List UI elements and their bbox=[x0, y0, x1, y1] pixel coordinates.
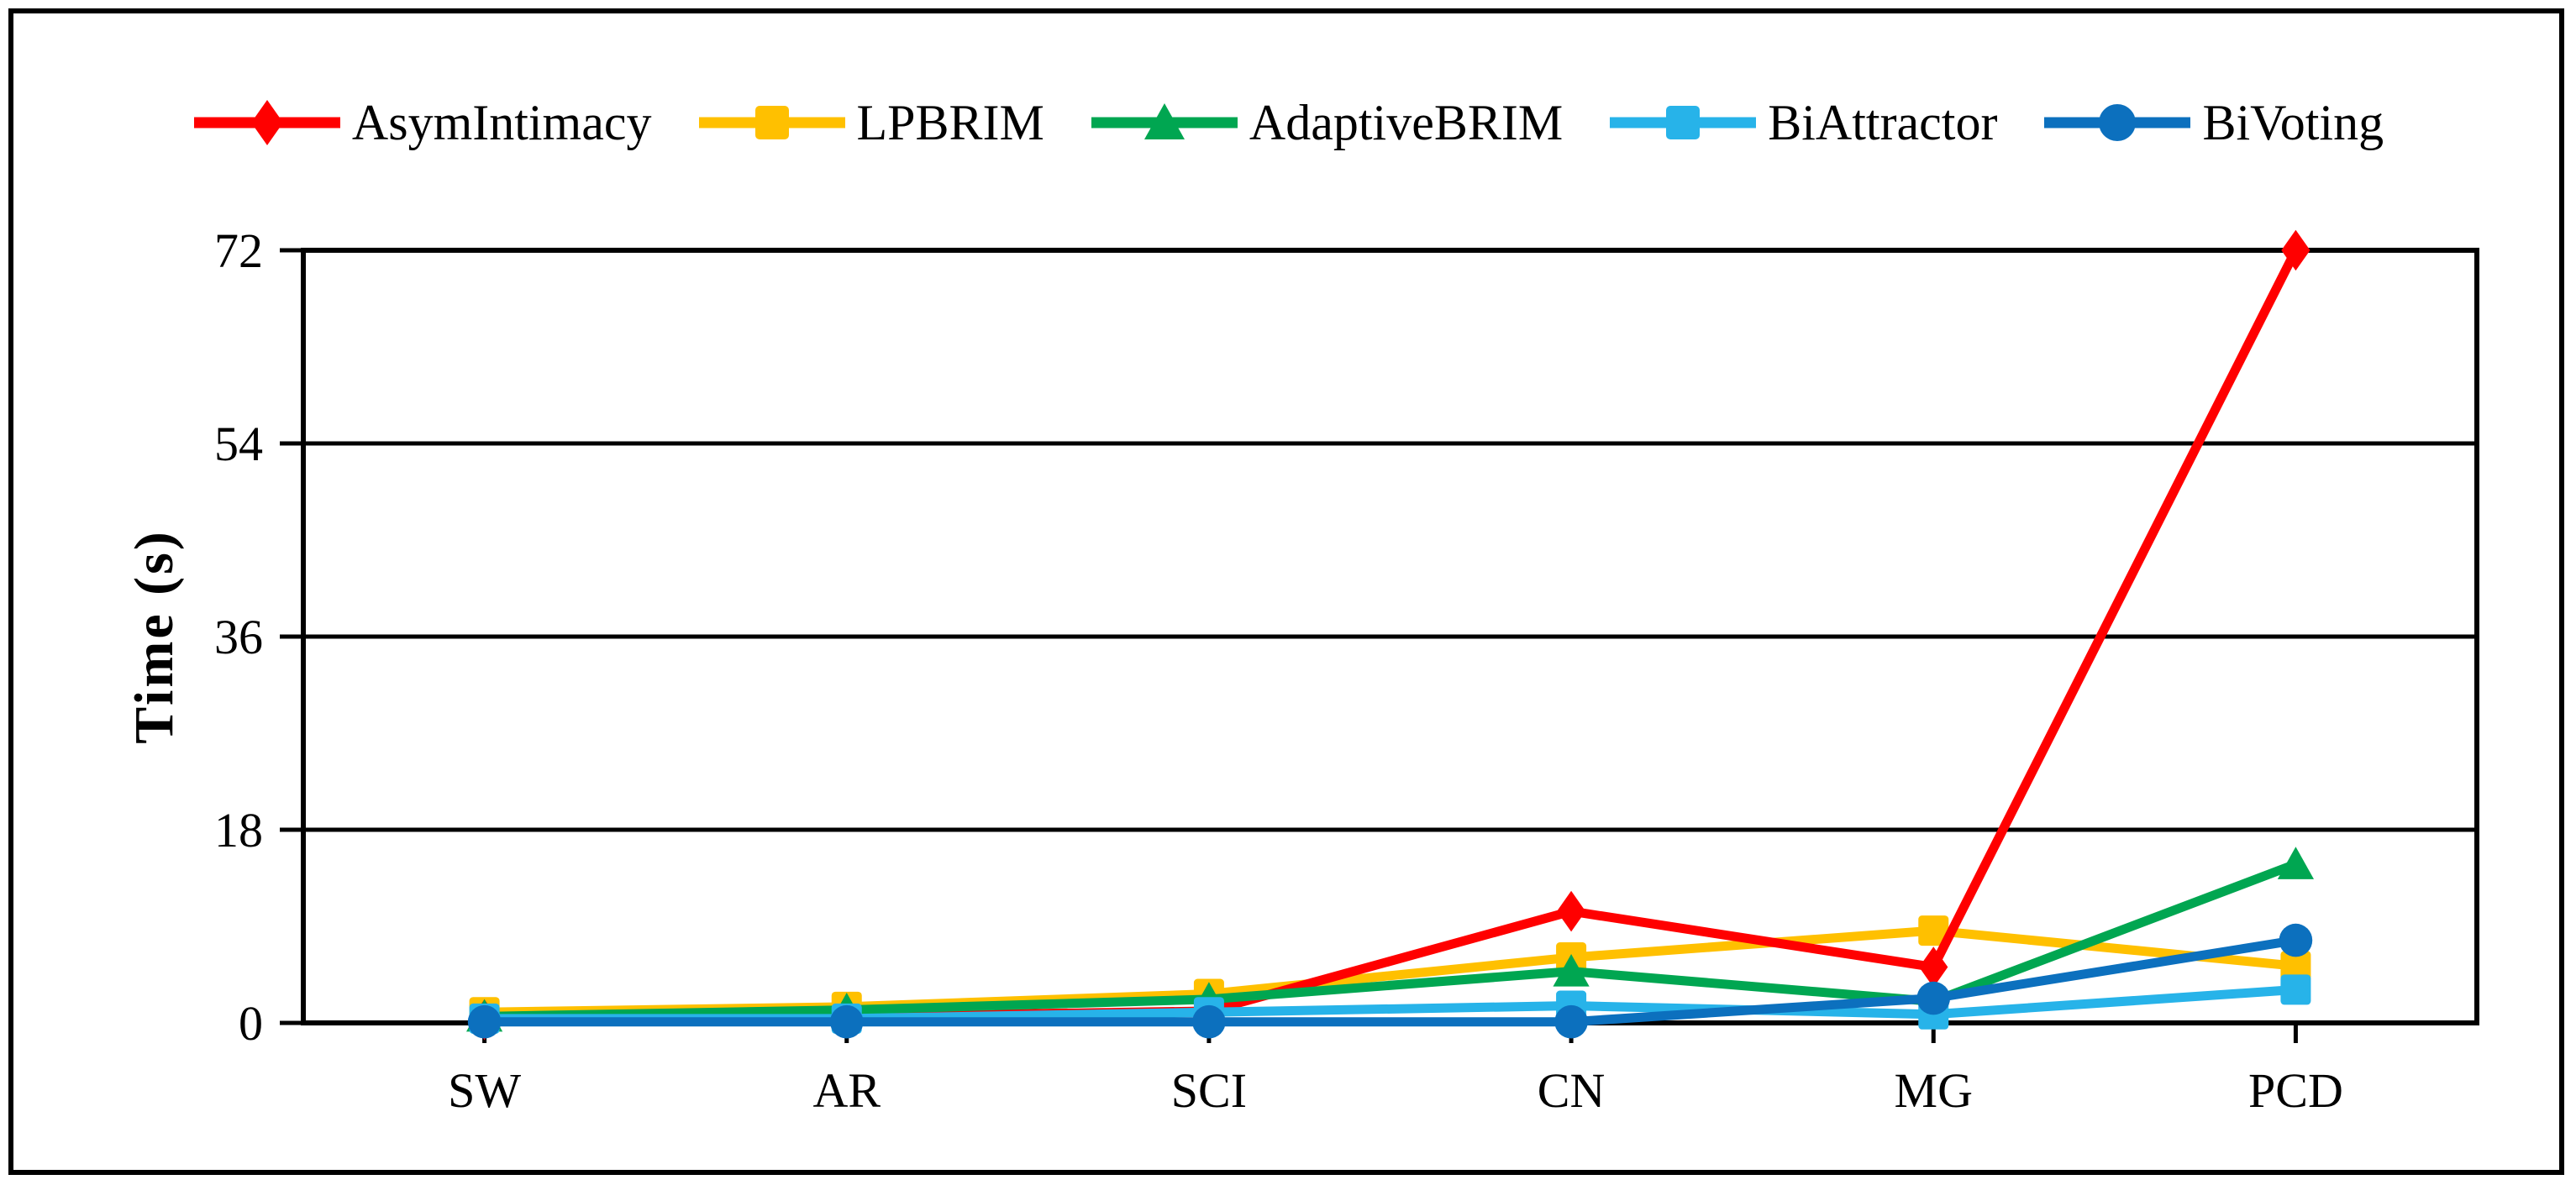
diamond-marker-icon bbox=[1556, 890, 1586, 932]
circle-marker-icon bbox=[2279, 923, 2313, 957]
series-BiVoting bbox=[467, 923, 2313, 1039]
legend-item-biattractor: BiAttractor bbox=[1608, 84, 1997, 161]
grid-lines bbox=[280, 248, 2479, 1025]
legend-label: AdaptiveBRIM bbox=[1249, 95, 1564, 150]
diamond-marker-icon bbox=[2281, 229, 2311, 271]
circle-marker-icon bbox=[829, 1004, 864, 1039]
series-line-BiVoting bbox=[480, 936, 2300, 1027]
square-marker-icon bbox=[2280, 974, 2311, 1005]
y-tick-label: 18 bbox=[214, 803, 263, 857]
legend-label: BiVoting bbox=[2202, 95, 2384, 150]
x-category-label: AR bbox=[812, 1063, 881, 1118]
legend-sample-circle-icon bbox=[2044, 104, 2191, 141]
x-category-label: PCD bbox=[2248, 1063, 2343, 1118]
legend-label: BiAttractor bbox=[1768, 95, 1998, 150]
legend-label: LPBRIM bbox=[856, 95, 1044, 150]
square-marker-icon bbox=[754, 106, 789, 139]
circle-marker-icon bbox=[1192, 1004, 1226, 1039]
diamond-marker-icon bbox=[250, 100, 283, 145]
legend-item-asymintimacy: AsymIntimacy bbox=[192, 84, 652, 161]
legend-sample-square-icon bbox=[698, 106, 845, 139]
triangle-marker-icon bbox=[1143, 103, 1185, 139]
y-axis-title: Time (s) bbox=[124, 529, 185, 744]
legend-item-lpbrim: LPBRIM bbox=[697, 84, 1044, 161]
y-tick-label: 36 bbox=[214, 610, 263, 664]
x-category-label: SCI bbox=[1171, 1063, 1247, 1118]
x-category-label: MG bbox=[1895, 1063, 1973, 1118]
y-tick-label: 0 bbox=[239, 996, 263, 1051]
y-tick-label: 54 bbox=[214, 417, 263, 471]
legend-item-adaptivebrim: AdaptiveBRIM bbox=[1090, 84, 1563, 161]
circle-marker-icon bbox=[2099, 104, 2137, 141]
y-axis-labels: 0 18 36 54 72 bbox=[214, 223, 263, 1051]
x-category-label: CN bbox=[1538, 1063, 1606, 1118]
legend: AsymIntimacy LPBRIM AdaptiveBRIM BiAttracto… bbox=[0, 84, 2576, 161]
square-marker-icon bbox=[2280, 951, 2311, 982]
legend-sample-triangle-icon bbox=[1091, 103, 1238, 139]
triangle-marker-icon bbox=[2277, 847, 2315, 879]
circle-marker-icon bbox=[467, 1004, 502, 1039]
legend-label: AsymIntimacy bbox=[351, 95, 652, 150]
circle-marker-icon bbox=[1916, 981, 1951, 1015]
square-marker-icon bbox=[1666, 106, 1701, 139]
x-category-label: SW bbox=[448, 1063, 521, 1118]
legend-item-bivoting: BiVoting bbox=[2042, 84, 2384, 161]
legend-sample-square-icon bbox=[1610, 106, 1757, 139]
series-line-AdaptiveBRIM bbox=[480, 859, 2300, 1021]
figure-border bbox=[8, 8, 2564, 1175]
diamond-marker-icon bbox=[1919, 946, 1948, 988]
y-tick-label: 72 bbox=[214, 223, 263, 278]
square-marker-icon bbox=[1918, 915, 1949, 946]
legend-sample-diamond-icon bbox=[193, 100, 340, 145]
circle-marker-icon bbox=[1554, 1004, 1588, 1039]
triangle-marker-icon bbox=[1553, 953, 1590, 987]
x-axis-labels: SW AR SCI CN MG PCD bbox=[448, 1063, 2343, 1118]
